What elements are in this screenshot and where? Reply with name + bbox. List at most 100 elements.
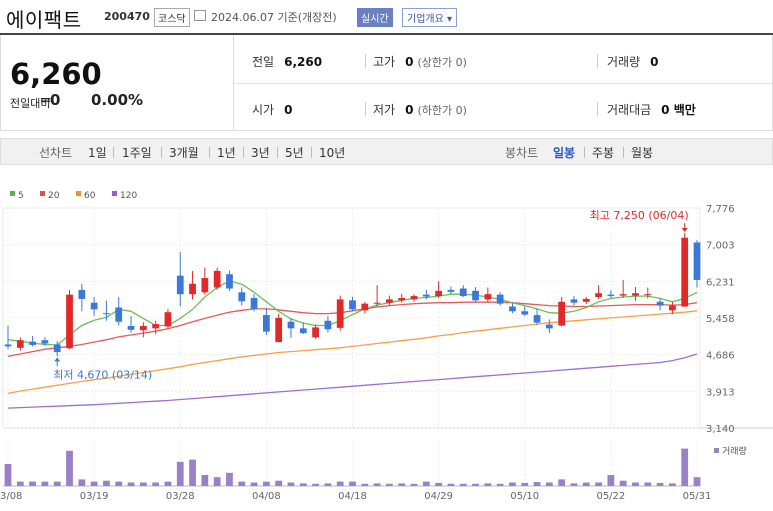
volume-bar [238,481,246,486]
header-divider [0,33,773,35]
change-value: ═0 [41,91,61,109]
volume-label: 거래량 [607,55,641,69]
volume-bar [681,448,689,486]
candle-body [127,325,135,330]
volume-bar [509,482,516,486]
volume-bar [164,481,172,486]
candle-body [447,289,455,292]
low-value: 0 [405,103,414,117]
candle-body [373,302,381,304]
high-annotation: 최고 7,250 (06/04) [590,209,689,222]
legend-label: 5 [18,191,24,201]
candle-body [336,299,344,328]
legend-label: 120 [120,191,137,201]
cell-separator [597,54,598,68]
candle-body [275,317,283,343]
legend-label: 60 [84,191,96,201]
candle-body [103,313,110,315]
high-value: 0 [405,55,414,69]
candle-body [545,324,553,329]
prev-close-label: 전일 [252,55,275,69]
volume-bar [189,459,196,486]
volume-bar [103,480,110,486]
open: 시가 0 [252,101,292,118]
toolbar-separator [113,147,114,158]
toolbar-separator [243,147,244,158]
realtime-button[interactable]: 실시간 [357,8,393,27]
legend-swatch [112,191,117,196]
candle-body [422,294,430,297]
candle-body [201,278,209,293]
toolbar-separator [311,147,312,158]
volume-bar [176,461,184,486]
cell-separator [365,54,366,68]
high: 고가 0 (상한가 0) [373,53,467,70]
range-1w[interactable]: 1주일 [122,146,152,160]
upper-limit: (상한가 0) [417,56,467,69]
volume-bar [619,480,627,486]
candle-body [53,344,61,353]
candle-body [484,294,492,300]
stock-header: 에이팩트 200470 코스닥 2024.06.07 기준(개장전) 실시간 기… [0,0,773,33]
candle-body [410,296,418,300]
current-price: 6,260 [10,57,102,91]
change-rate: 0.00% [91,91,144,109]
legend-label: 20 [48,191,60,201]
volume-bar [558,479,566,486]
volume-bar [595,482,602,486]
company-overview-button[interactable]: 기업개요 ▾ [402,8,457,27]
ma5-line [7,280,698,346]
candle-body [4,344,12,347]
x-tick-label: 04/29 [424,491,453,502]
candle-body [164,312,172,327]
y-tick-label: 6,231 [706,277,735,288]
range-1y[interactable]: 1년 [217,146,236,160]
quote-row-divider [234,83,772,84]
range-3y[interactable]: 3년 [251,146,270,160]
volume-bar [669,483,676,486]
candle-body [349,300,356,310]
candle-body [472,290,479,301]
y-tick-label: 7,776 [706,204,735,215]
range-1d[interactable]: 1일 [88,146,107,160]
volume-bar [521,482,529,486]
candle-body [66,294,73,349]
period-daily[interactable]: 일봉 [553,146,576,160]
x-tick-label: 05/31 [683,491,712,502]
market-badge: 코스닥 [154,8,190,27]
line-chart-label: 선차트 [39,146,73,160]
y-tick-label: 3,913 [706,387,735,398]
volume-bar [226,472,233,486]
period-monthly[interactable]: 월봉 [631,146,654,160]
candle-body [176,275,184,295]
low-label: 저가 [373,103,396,117]
prev-close: 전일 6,260 [252,53,322,70]
stock-code: 200470 [104,10,150,23]
cell-separator [365,102,366,116]
volume-bar [287,482,295,486]
candle-body [570,299,578,303]
y-tick-label: 3,140 [706,424,735,435]
candle-body [213,270,221,288]
volume-legend-swatch [714,448,719,453]
volume-bar [324,483,332,486]
candle-body [619,294,627,296]
range-5y[interactable]: 5년 [285,146,304,160]
ma120-line [7,353,698,409]
period-weekly[interactable]: 주봉 [592,146,615,160]
amount-value: 0 백만 [661,103,696,117]
range-10y[interactable]: 10년 [319,146,346,160]
candle-body [78,289,86,299]
candle-body [496,294,504,304]
open-label: 시가 [252,103,275,117]
high-label: 고가 [373,55,396,69]
x-tick-label: 04/18 [338,491,367,502]
toolbar-separator [277,147,278,158]
candle-body [139,325,147,331]
candle-body [669,305,676,311]
open-value: 0 [284,103,293,117]
range-3m[interactable]: 3개월 [169,146,199,160]
volume-bar [693,477,701,486]
volume-bar [533,482,541,486]
candle-body [681,237,689,307]
